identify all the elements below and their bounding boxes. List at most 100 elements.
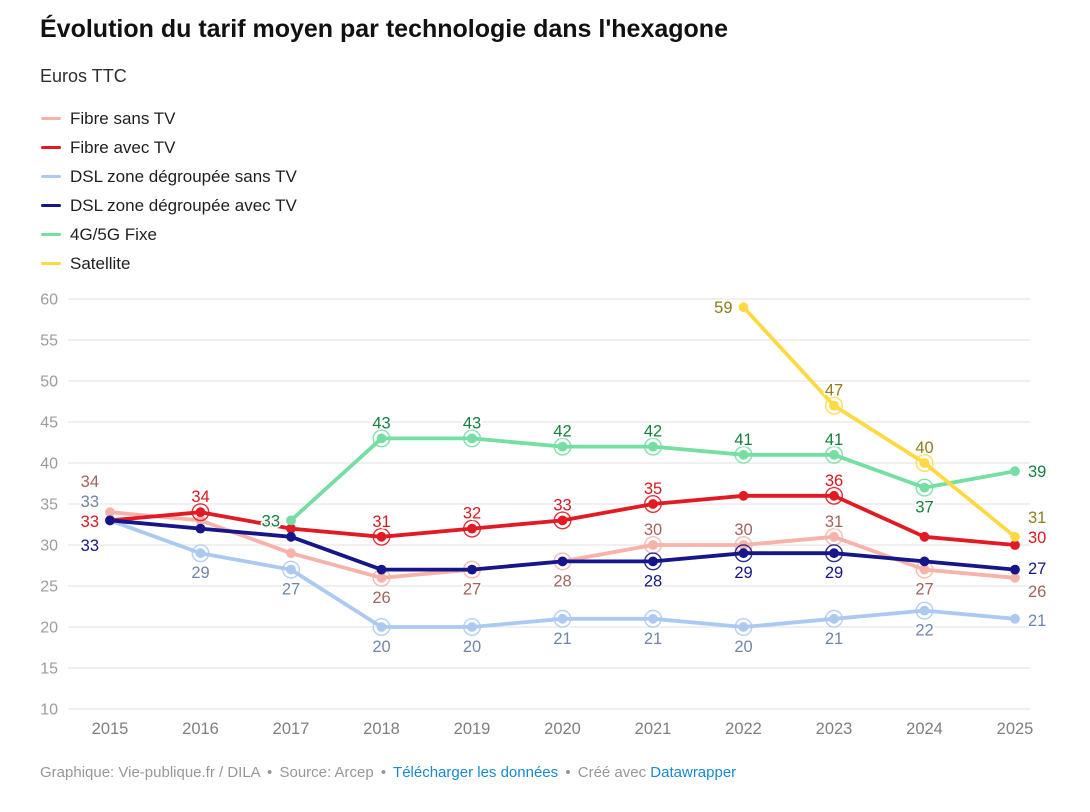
data-point <box>286 515 296 526</box>
point-label: 41 <box>734 431 752 449</box>
y-axis-tick: 30 <box>40 538 58 555</box>
x-axis-tick: 2019 <box>454 720 491 738</box>
x-axis-tick: 2015 <box>92 720 129 738</box>
y-axis-tick: 50 <box>40 374 58 391</box>
y-axis-tick: 25 <box>40 579 58 596</box>
point-label: 30 <box>1028 529 1046 547</box>
point-label: 27 <box>282 581 300 599</box>
download-data-link[interactable]: Télécharger les données <box>393 764 559 781</box>
data-point <box>105 515 115 526</box>
data-point-ring <box>463 519 482 538</box>
point-label: 31 <box>825 513 843 531</box>
data-point-ring <box>553 437 572 456</box>
data-point-ring <box>191 544 210 563</box>
data-point <box>648 540 658 550</box>
point-label: 41 <box>825 431 843 449</box>
data-point <box>919 531 930 542</box>
data-point <box>919 564 930 575</box>
data-point <box>829 613 839 624</box>
data-point <box>376 564 387 575</box>
point-label: 34 <box>81 473 99 491</box>
legend-swatch <box>41 232 61 237</box>
data-point <box>467 433 477 444</box>
point-label: 29 <box>825 564 843 582</box>
series-line <box>741 305 1017 539</box>
data-point-ring <box>825 544 844 563</box>
y-axis-tick: 45 <box>40 415 58 432</box>
data-point <box>467 622 477 632</box>
data-point <box>376 433 387 444</box>
data-point <box>1010 540 1020 550</box>
x-axis-tick: 2024 <box>906 720 943 738</box>
data-point <box>738 548 749 559</box>
data-point-ring <box>644 609 663 628</box>
data-point <box>648 613 658 624</box>
point-label: 28 <box>553 572 571 590</box>
point-label: 20 <box>734 638 752 656</box>
legend-item: Fibre avec TV <box>41 133 297 162</box>
y-axis-tick: 35 <box>40 497 58 514</box>
point-label: 32 <box>463 505 481 523</box>
data-point-ring <box>915 601 934 620</box>
legend-swatch <box>41 203 61 208</box>
data-point <box>829 548 839 559</box>
x-axis-tick: 2022 <box>725 720 762 738</box>
data-point <box>829 490 839 501</box>
data-point-ring <box>825 486 844 505</box>
point-label: 37 <box>915 499 933 517</box>
data-point-ring <box>825 396 844 415</box>
point-label: 21 <box>1028 612 1046 630</box>
legend-label: DSL zone dégroupée avec TV <box>70 195 297 215</box>
data-point <box>105 507 115 518</box>
data-point <box>557 515 568 526</box>
data-point <box>648 556 658 567</box>
data-point <box>557 441 568 452</box>
footer-credit: Graphique: Vie-publique.fr / DILA <box>40 764 260 781</box>
page-title: Évolution du tarif moyen par technologie… <box>40 15 728 43</box>
x-axis-tick: 2020 <box>544 720 581 738</box>
data-point-ring <box>553 511 572 530</box>
point-label: 33 <box>81 493 99 511</box>
point-label: 21 <box>825 630 843 648</box>
y-axis-tick: 40 <box>40 456 58 473</box>
legend-label: DSL zone dégroupée sans TV <box>70 166 297 186</box>
chart-subtitle: Euros TTC <box>40 66 127 86</box>
x-axis-tick: 2021 <box>635 720 672 738</box>
legend-item: DSL zone dégroupée sans TV <box>41 162 297 191</box>
footer: Graphique: Vie-publique.fr / DILA • Sour… <box>40 764 736 781</box>
legend-item: 4G/5G Fixe <box>41 220 297 249</box>
data-point <box>467 564 477 575</box>
point-label: 30 <box>644 521 662 539</box>
data-point <box>1010 564 1020 575</box>
data-point-ring <box>644 495 663 514</box>
footer-separator: • <box>267 764 273 781</box>
legend-item: DSL zone dégroupée avec TV <box>41 191 297 220</box>
point-label: 34 <box>191 488 209 506</box>
point-label: 59 <box>714 299 732 317</box>
data-point <box>1010 613 1020 624</box>
datawrapper-link[interactable]: Datawrapper <box>650 764 737 781</box>
y-axis-tick: 20 <box>40 620 58 637</box>
data-point <box>738 449 749 460</box>
data-point-ring <box>734 544 753 563</box>
footer-separator: • <box>565 764 571 781</box>
y-axis-tick: 55 <box>40 333 58 350</box>
data-point-ring <box>282 560 301 579</box>
x-axis-tick: 2025 <box>997 720 1034 738</box>
data-point <box>286 531 296 542</box>
footer-source: Source: Arcep <box>279 764 374 781</box>
point-label: 36 <box>825 472 843 490</box>
data-point <box>1010 466 1020 477</box>
point-label: 27 <box>463 581 481 599</box>
data-point-ring <box>553 609 572 628</box>
x-axis-tick: 2017 <box>273 720 310 738</box>
point-label: 26 <box>1028 583 1046 601</box>
data-point <box>738 302 749 313</box>
legend-label: Fibre sans TV <box>70 108 176 128</box>
data-point <box>919 556 930 567</box>
point-label: 33 <box>81 537 99 555</box>
legend: Fibre sans TV Fibre avec TV DSL zone dégro… <box>41 104 297 278</box>
legend-label: Satellite <box>70 253 131 273</box>
data-point <box>829 400 839 411</box>
